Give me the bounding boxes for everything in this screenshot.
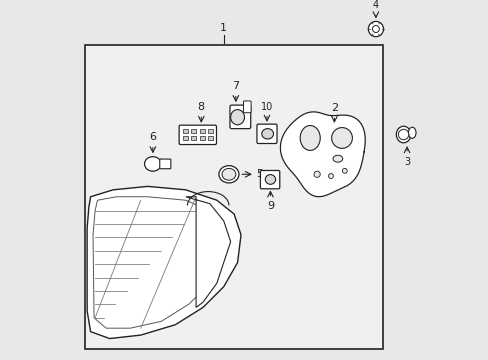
Ellipse shape — [300, 126, 320, 150]
Text: 10: 10 — [260, 102, 272, 112]
Ellipse shape — [395, 126, 410, 143]
Polygon shape — [185, 197, 230, 307]
Ellipse shape — [407, 127, 415, 138]
Text: 9: 9 — [266, 201, 273, 211]
Text: 6: 6 — [149, 132, 156, 143]
Circle shape — [398, 129, 408, 140]
Text: 4: 4 — [372, 0, 378, 10]
FancyBboxPatch shape — [243, 101, 250, 113]
Text: 1: 1 — [220, 23, 227, 33]
FancyBboxPatch shape — [260, 171, 279, 189]
Ellipse shape — [230, 109, 244, 125]
Circle shape — [328, 174, 333, 179]
Bar — [183, 129, 187, 134]
Bar — [208, 136, 213, 140]
Ellipse shape — [144, 157, 161, 171]
Bar — [208, 129, 213, 134]
Bar — [191, 129, 196, 134]
Bar — [183, 136, 187, 140]
Bar — [200, 136, 204, 140]
Circle shape — [367, 22, 383, 37]
Bar — [191, 136, 196, 140]
Circle shape — [372, 26, 379, 32]
Bar — [200, 129, 204, 134]
Circle shape — [342, 168, 346, 173]
Text: 7: 7 — [232, 81, 239, 91]
Text: 5: 5 — [256, 169, 263, 179]
Ellipse shape — [264, 175, 275, 184]
FancyBboxPatch shape — [179, 125, 216, 144]
Polygon shape — [280, 112, 365, 197]
Text: 3: 3 — [403, 157, 409, 167]
Ellipse shape — [332, 155, 342, 162]
Circle shape — [331, 127, 352, 148]
FancyBboxPatch shape — [229, 105, 250, 129]
Ellipse shape — [222, 168, 235, 180]
Text: 2: 2 — [330, 103, 337, 113]
Circle shape — [313, 171, 320, 177]
Polygon shape — [87, 186, 241, 338]
FancyBboxPatch shape — [160, 159, 170, 169]
Ellipse shape — [261, 129, 273, 139]
Bar — [85, 45, 382, 349]
FancyBboxPatch shape — [256, 124, 276, 144]
Ellipse shape — [219, 166, 239, 183]
Text: 8: 8 — [197, 102, 204, 112]
